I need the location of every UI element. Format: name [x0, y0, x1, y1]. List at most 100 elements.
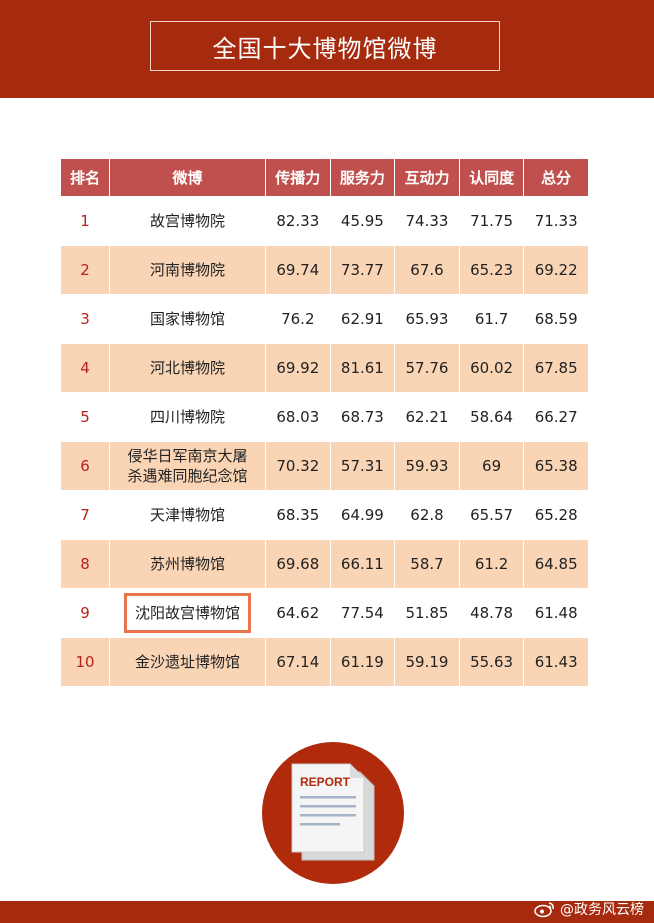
weibo-icon: [534, 902, 554, 918]
total-cell: 66.27: [523, 392, 589, 442]
recognition-cell: 48.78: [458, 588, 525, 638]
total-cell: 68.59: [523, 294, 589, 344]
total-cell: 71.33: [523, 196, 589, 246]
column-header-rank: 排名: [60, 158, 110, 197]
page-title: 全国十大博物馆微博: [150, 21, 500, 71]
interaction-cell: 62.21: [394, 392, 460, 442]
rank-cell: 2: [60, 245, 110, 295]
spread-cell: 69.92: [265, 343, 331, 393]
front-page-shape: [291, 763, 365, 853]
ranking-table-container: 排名 微博 传播力 服务力 互动力 认同度 总分 1 故宫博物院 82.33 4…: [60, 158, 589, 687]
watermark: @政务风云榜: [534, 897, 644, 921]
service-cell: 57.31: [329, 441, 396, 491]
column-header-weibo: 微博: [109, 158, 266, 197]
weibo-name-cell: 金沙遗址博物馆: [109, 637, 266, 687]
table-row: 8 苏州博物馆 69.68 66.11 58.7 61.2 64.85: [60, 539, 589, 589]
table-row: 10 金沙遗址博物馆 67.14 61.19 59.19 55.63 61.43: [60, 637, 589, 687]
recognition-cell: 71.75: [458, 196, 525, 246]
weibo-name-cell: 天津博物馆: [109, 490, 266, 540]
recognition-cell: 61.2: [458, 539, 525, 589]
column-header-total: 总分: [523, 158, 589, 197]
weibo-name-line: 杀遇难同胞纪念馆: [127, 467, 248, 485]
table-row: 6 侵华日军南京大屠 杀遇难同胞纪念馆 70.32 57.31 59.93 69…: [60, 441, 589, 491]
recognition-cell: 61.7: [458, 294, 525, 344]
watermark-text: @政务风云榜: [560, 902, 644, 918]
recognition-cell: 69: [458, 441, 525, 491]
total-cell: 65.38: [523, 441, 589, 491]
weibo-name-cell: 河北博物院: [109, 343, 266, 393]
report-document-icon: REPORT: [262, 742, 404, 884]
recognition-cell: 65.57: [458, 490, 525, 540]
total-cell: 64.85: [523, 539, 589, 589]
interaction-cell: 59.93: [394, 441, 460, 491]
report-line: [300, 823, 340, 826]
table-row: 4 河北博物院 69.92 81.61 57.76 60.02 67.85: [60, 343, 589, 393]
total-cell: 69.22: [523, 245, 589, 295]
column-header-interaction: 互动力: [394, 158, 460, 197]
spread-cell: 64.62: [265, 588, 331, 638]
weibo-name-cell: 沈阳故宫博物馆: [109, 588, 266, 638]
spread-cell: 69.68: [265, 539, 331, 589]
total-cell: 67.85: [523, 343, 589, 393]
service-cell: 77.54: [329, 588, 396, 638]
interaction-cell: 65.93: [394, 294, 460, 344]
recognition-cell: 58.64: [458, 392, 525, 442]
spread-cell: 82.33: [265, 196, 331, 246]
page-fold-shape: [350, 764, 364, 778]
interaction-cell: 62.8: [394, 490, 460, 540]
ranking-table: 排名 微博 传播力 服务力 互动力 认同度 总分 1 故宫博物院 82.33 4…: [60, 158, 589, 687]
table-row: 7 天津博物馆 68.35 64.99 62.8 65.57 65.28: [60, 490, 589, 540]
table-header-row: 排名 微博 传播力 服务力 互动力 认同度 总分: [60, 158, 589, 197]
weibo-name-cell: 故宫博物院: [109, 196, 266, 246]
rank-cell: 3: [60, 294, 110, 344]
spread-cell: 69.74: [265, 245, 331, 295]
rank-cell: 4: [60, 343, 110, 393]
total-cell: 61.43: [523, 637, 589, 687]
report-label: REPORT: [300, 775, 351, 789]
total-cell: 65.28: [523, 490, 589, 540]
service-cell: 68.73: [329, 392, 396, 442]
service-cell: 64.99: [329, 490, 396, 540]
weibo-name-cell: 国家博物馆: [109, 294, 266, 344]
service-cell: 45.95: [329, 196, 396, 246]
report-line: [300, 796, 356, 799]
spread-cell: 70.32: [265, 441, 331, 491]
footer-band: [0, 901, 654, 923]
recognition-cell: 60.02: [458, 343, 525, 393]
service-cell: 62.91: [329, 294, 396, 344]
spread-cell: 68.03: [265, 392, 331, 442]
table-row: 5 四川博物院 68.03 68.73 62.21 58.64 66.27: [60, 392, 589, 442]
table-row: 2 河南博物院 69.74 73.77 67.6 65.23 69.22: [60, 245, 589, 295]
weibo-name-cell: 侵华日军南京大屠 杀遇难同胞纪念馆: [109, 441, 266, 491]
service-cell: 73.77: [329, 245, 396, 295]
weibo-name-line: 侵华日军南京大屠: [127, 446, 248, 465]
column-header-spread: 传播力: [265, 158, 331, 197]
table-row: 3 国家博物馆 76.2 62.91 65.93 61.7 68.59: [60, 294, 589, 344]
weibo-name-cell: 苏州博物馆: [109, 539, 266, 589]
interaction-cell: 58.7: [394, 539, 460, 589]
rank-cell: 7: [60, 490, 110, 540]
interaction-cell: 74.33: [394, 196, 460, 246]
service-cell: 66.11: [329, 539, 396, 589]
service-cell: 61.19: [329, 637, 396, 687]
table-row-highlighted: 9 沈阳故宫博物馆 64.62 77.54 51.85 48.78 61.48: [60, 588, 589, 638]
column-header-service: 服务力: [329, 158, 396, 197]
report-line: [300, 805, 356, 808]
spread-cell: 68.35: [265, 490, 331, 540]
rank-cell: 10: [60, 637, 110, 687]
interaction-cell: 67.6: [394, 245, 460, 295]
interaction-cell: 57.76: [394, 343, 460, 393]
recognition-cell: 65.23: [458, 245, 525, 295]
total-cell: 61.48: [523, 588, 589, 638]
header-band: 全国十大博物馆微博: [0, 0, 654, 98]
report-icon-graphic: REPORT: [291, 763, 375, 861]
report-line: [300, 814, 356, 817]
recognition-cell: 55.63: [458, 637, 525, 687]
interaction-cell: 51.85: [394, 588, 460, 638]
rank-cell: 8: [60, 539, 110, 589]
rank-cell: 6: [60, 441, 110, 491]
table-row: 1 故宫博物院 82.33 45.95 74.33 71.75 71.33: [60, 196, 589, 246]
column-header-recognition: 认同度: [458, 158, 525, 197]
interaction-cell: 59.19: [394, 637, 460, 687]
spread-cell: 67.14: [265, 637, 331, 687]
